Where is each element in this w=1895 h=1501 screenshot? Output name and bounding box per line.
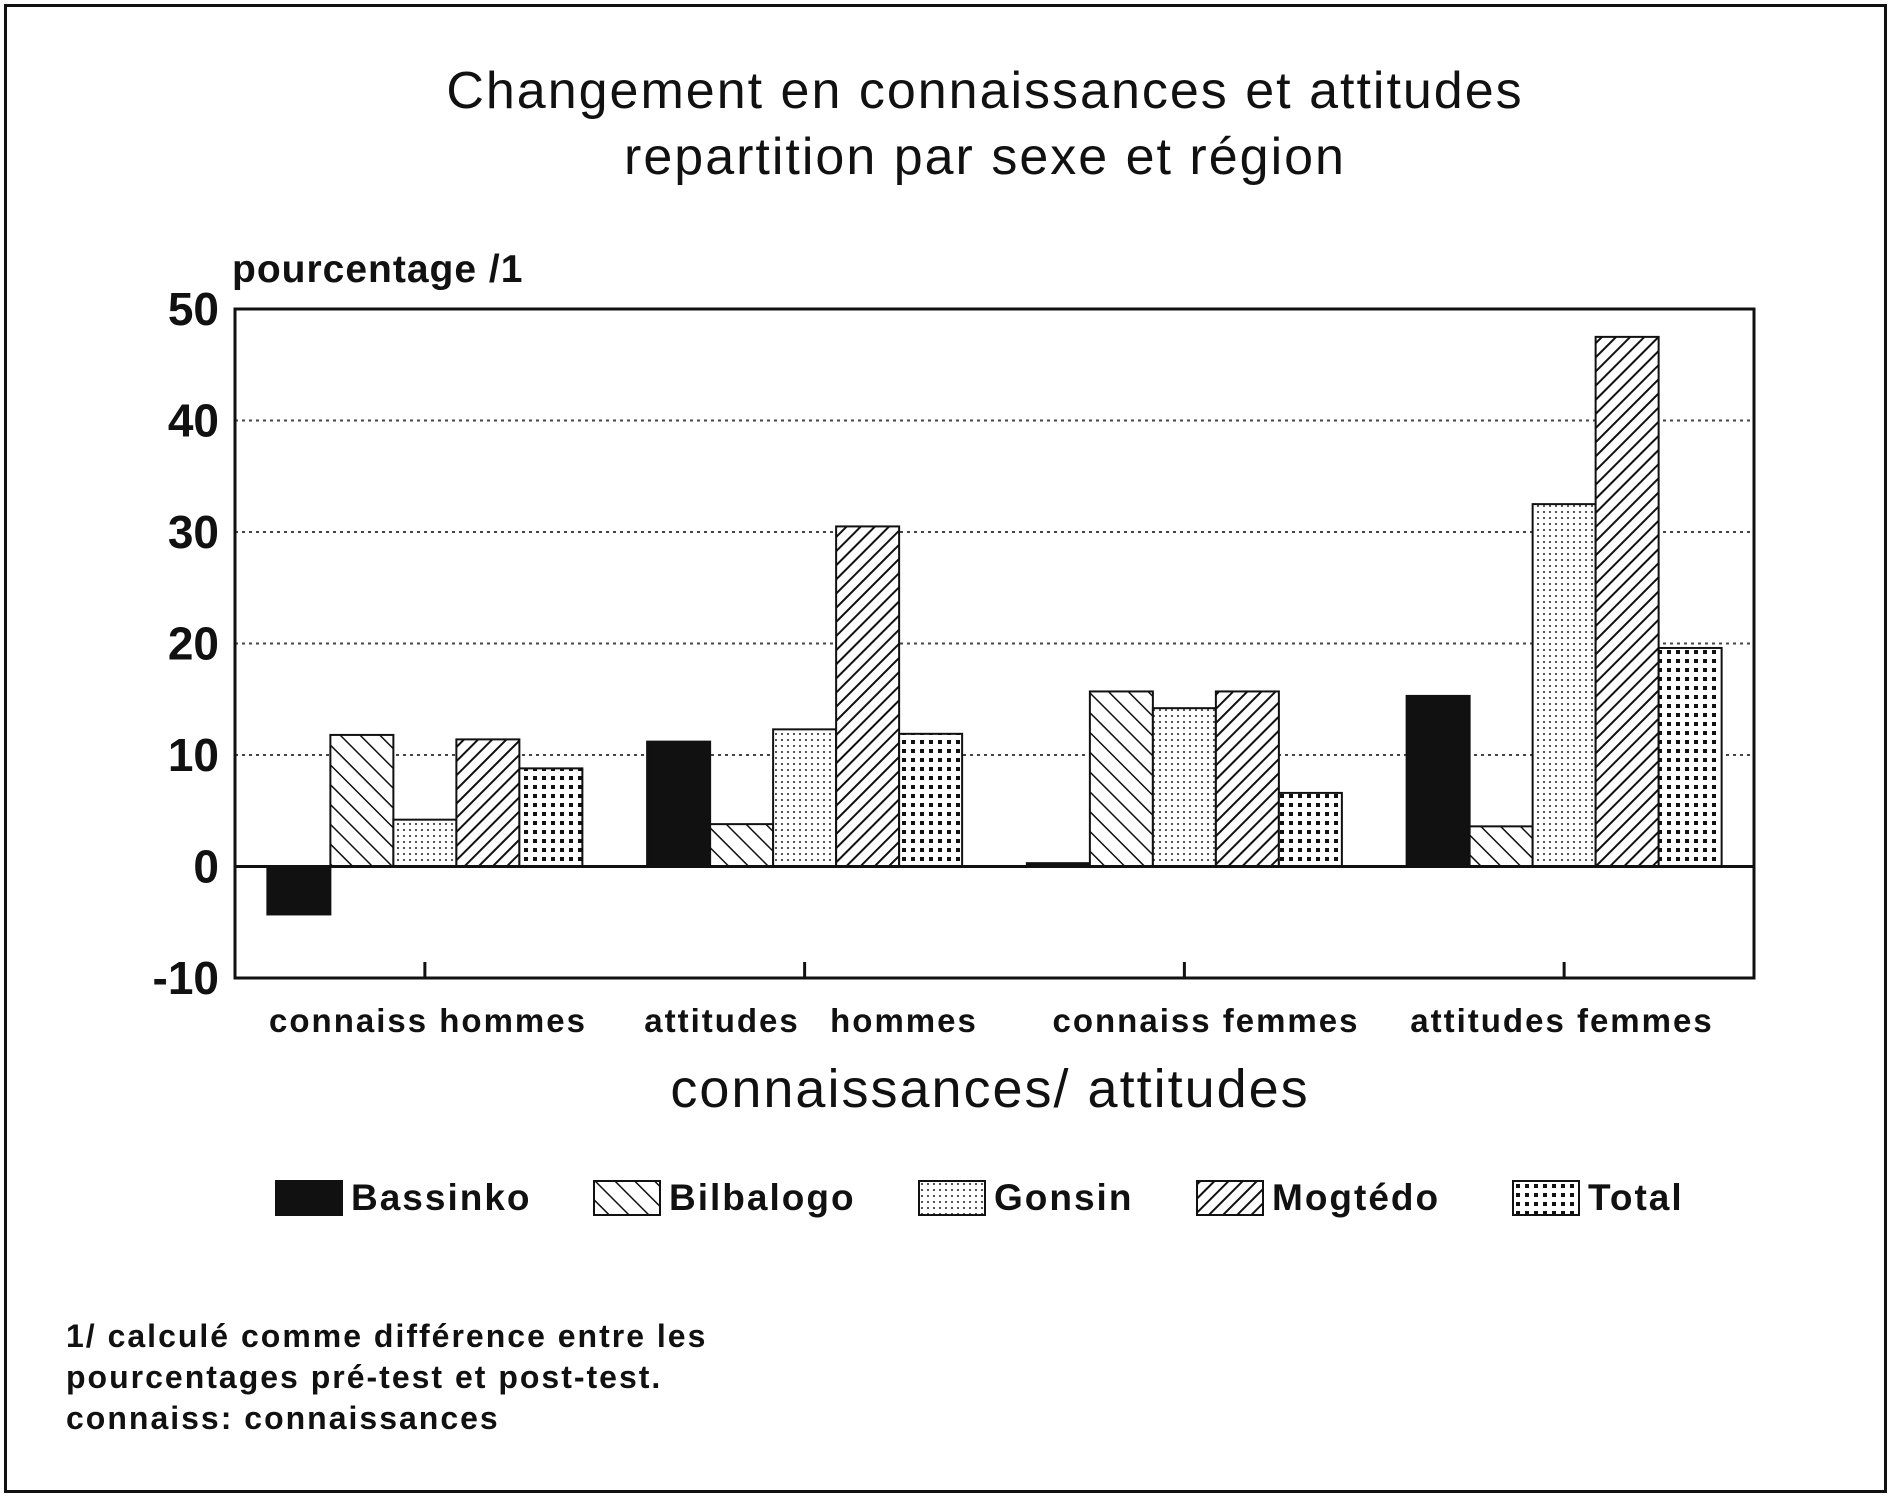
legend-label: Total xyxy=(1588,1177,1684,1218)
gridlines xyxy=(235,419,1754,756)
legend-label: Mogtédo xyxy=(1272,1177,1441,1218)
bars xyxy=(266,335,1723,916)
legend-label: Bassinko xyxy=(351,1177,532,1218)
legend-swatch xyxy=(275,1180,343,1216)
category-label: hommes xyxy=(830,1002,978,1039)
legend-swatch-fill xyxy=(277,1182,341,1214)
y-tick-label: 20 xyxy=(168,618,219,670)
legend-item-gonsin: Gonsin xyxy=(918,1177,1133,1219)
legend-label: Gonsin xyxy=(994,1177,1134,1218)
bar-bilbalogo-1 xyxy=(329,733,395,868)
y-ticks: 50 40 30 20 10 0 -10 xyxy=(153,283,219,1004)
legend-item-bassinko: Bassinko xyxy=(275,1177,532,1219)
category-label: attitudes xyxy=(644,1002,800,1039)
bar-total-2 xyxy=(898,732,964,868)
bar-total-3 xyxy=(1277,791,1343,868)
chart-title-line-2: repartition par sexe et région xyxy=(624,128,1346,186)
legend-swatch-fill xyxy=(920,1182,984,1214)
legend-item-total: Total xyxy=(1512,1177,1684,1219)
category-labels: connaiss hommes attitudes hommes connaiss f… xyxy=(269,1002,1713,1039)
legend-item-mogtédo: Mogtédo xyxy=(1196,1177,1440,1219)
bar-mogtédo-3 xyxy=(1214,690,1280,868)
bar-bilbalogo-3 xyxy=(1088,690,1154,868)
legend-swatch-fill xyxy=(1514,1182,1578,1214)
x-ticks xyxy=(423,962,1566,978)
legend-swatch-rect xyxy=(595,1182,659,1214)
category-label: connaiss hommes xyxy=(269,1002,587,1039)
y-tick-label: 40 xyxy=(168,395,219,447)
category-label: attitudes femmes xyxy=(1410,1002,1713,1039)
y-tick-label: 30 xyxy=(168,506,219,558)
legend-swatch xyxy=(1196,1180,1264,1216)
legend-swatch-fill xyxy=(1198,1182,1262,1214)
bar-gonsin-3 xyxy=(1151,707,1217,868)
bar-mogtédo-2 xyxy=(835,525,901,868)
plot-area xyxy=(233,307,1756,980)
legend-item-bilbalogo: Bilbalogo xyxy=(593,1177,856,1219)
bar-bassinko-2 xyxy=(646,740,712,868)
bar-bassinko-4 xyxy=(1405,694,1471,868)
footnote-line-1: 1/ calculé comme différence entre les xyxy=(66,1318,708,1354)
bar-bilbalogo-4 xyxy=(1468,825,1534,868)
y-tick-label: -10 xyxy=(153,952,219,1004)
y-axis-label: pourcentage /1 xyxy=(232,248,524,291)
legend-swatch-rect xyxy=(1514,1182,1578,1214)
legend-swatch xyxy=(1512,1180,1580,1216)
y-tick-label: 0 xyxy=(193,841,219,893)
chart-title-line-1: Changement en connaissances et attitudes xyxy=(446,62,1524,120)
category-label: connaiss femmes xyxy=(1053,1002,1360,1039)
bar-total-4 xyxy=(1657,646,1723,868)
legend-swatch xyxy=(593,1180,661,1216)
legend-swatch xyxy=(918,1180,986,1216)
legend-swatch-rect xyxy=(1198,1182,1262,1214)
bar-mogtédo-1 xyxy=(455,738,521,868)
footnote-line-2: pourcentages pré-test et post-test. xyxy=(66,1359,663,1395)
legend-swatch-rect xyxy=(920,1182,984,1214)
bar-gonsin-2 xyxy=(772,728,838,868)
y-tick-label: 10 xyxy=(168,729,219,781)
legend-label: Bilbalogo xyxy=(669,1177,856,1218)
bar-bilbalogo-2 xyxy=(709,823,775,868)
footnote-line-3: connaiss: connaissances xyxy=(66,1400,500,1436)
bar-bassinko-1 xyxy=(266,865,332,916)
legend-swatch-rect xyxy=(277,1182,341,1214)
chart-frame xyxy=(4,4,1887,1493)
footnote: 1/ calculé comme différence entre les po… xyxy=(66,1316,707,1439)
bar-mogtédo-4 xyxy=(1594,335,1660,868)
bar-gonsin-4 xyxy=(1531,503,1597,868)
y-tick-label: 50 xyxy=(168,283,219,335)
chart-title: Changement en connaissances et attitudes… xyxy=(0,58,1895,190)
bar-gonsin-1 xyxy=(392,818,458,868)
bar-total-1 xyxy=(518,767,584,868)
legend-swatch-fill xyxy=(595,1182,659,1214)
x-axis-label: connaissances/ attitudes xyxy=(670,1059,1310,1119)
